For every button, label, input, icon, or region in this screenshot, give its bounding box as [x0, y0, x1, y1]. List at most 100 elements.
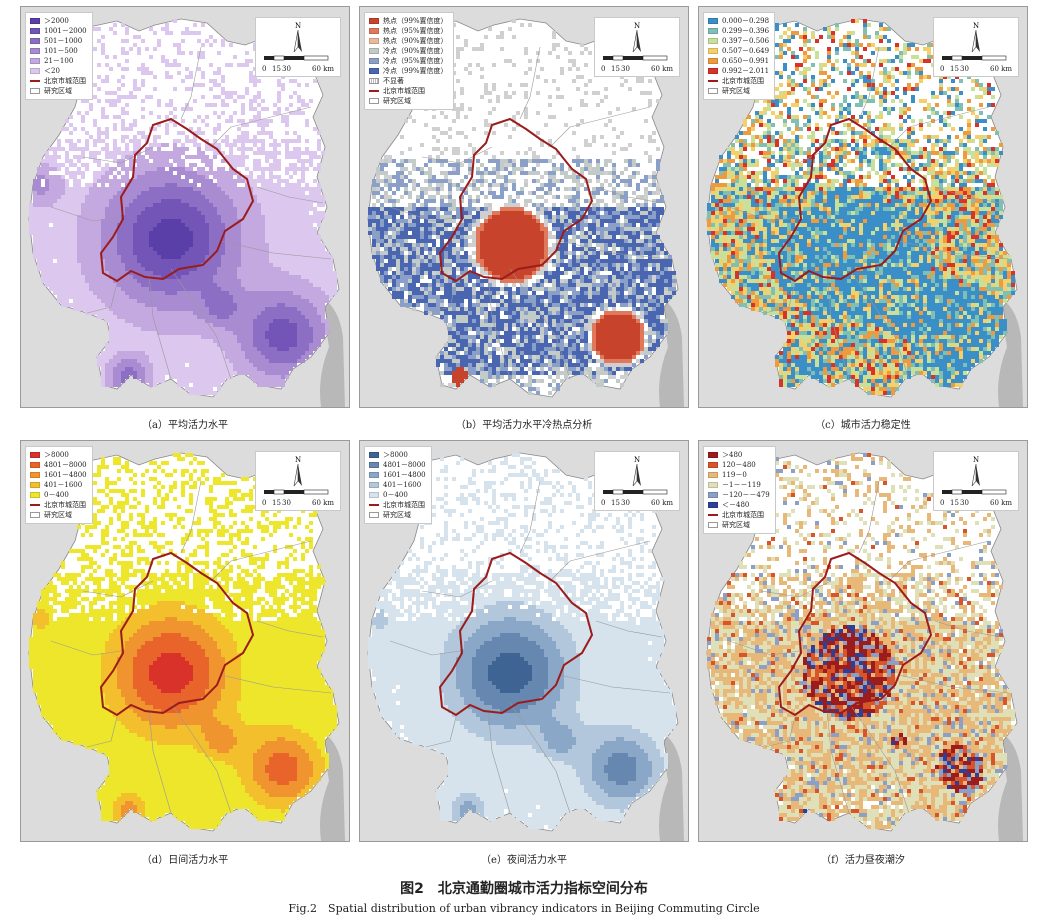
grid-cells — [29, 19, 337, 395]
legend-entry: 北京市城范围 — [369, 500, 426, 510]
scale-tick-label: 60 km — [651, 65, 673, 73]
legend-label: 北京市城范围 — [44, 76, 86, 86]
legend-swatch — [708, 48, 718, 54]
scale-north-f: N 0 15 30 60 km — [933, 451, 1019, 511]
legend-label: ＞8000 — [383, 450, 408, 460]
legend-entry: ＞2000 — [30, 16, 87, 26]
legend-swatch — [30, 492, 40, 498]
grid-cells — [707, 453, 1015, 829]
legend-label: 401－1600 — [44, 480, 82, 490]
legend-swatch — [708, 28, 718, 34]
caption-d: （d）日间活力水平 — [20, 851, 350, 866]
legend-entry: 冷点（90%置信度） — [369, 46, 448, 56]
legend-entry: 北京市城范围 — [708, 76, 769, 86]
district-boundary — [148, 708, 172, 814]
beijing-city-boundary — [438, 117, 594, 283]
legend-area-swatch — [30, 512, 40, 518]
district-boundary — [898, 240, 1010, 260]
legend-swatch — [708, 462, 718, 468]
legend-swatch — [30, 58, 40, 64]
district-boundary — [595, 186, 663, 204]
district-boundary — [848, 702, 910, 814]
scale-tick-label: 15 — [611, 65, 620, 73]
legend-area-swatch — [369, 98, 379, 104]
legend-label: 冷点（99%置信度） — [383, 66, 448, 76]
legend-label: 4801－8000 — [44, 460, 87, 470]
scale-tick-label: 60 km — [651, 499, 673, 507]
district-boundary — [595, 620, 663, 638]
caption-a: （a）平均活力水平 — [20, 416, 350, 431]
scale-tick-label: 60 km — [990, 65, 1012, 73]
scale-north-d: N 0 15 30 60 km — [255, 451, 341, 511]
scale-tick-label: 15 — [950, 65, 959, 73]
legend-label: 0.397－0.506 — [722, 36, 769, 46]
district-boundary — [256, 620, 324, 638]
legend-entry: 0.000－0.298 — [708, 16, 769, 26]
grid-cells — [368, 19, 676, 395]
scale-tick-label: 0 — [601, 65, 605, 73]
legend-area-swatch — [30, 88, 40, 94]
legend-entry: 北京市城范围 — [30, 76, 87, 86]
beijing-city-boundary — [777, 117, 933, 283]
legend-swatch — [30, 28, 40, 34]
legend-entry: 热点（90%置信度） — [369, 36, 448, 46]
scale-tick-label: 60 km — [312, 65, 334, 73]
legend-entry: 0.299－0.396 — [708, 26, 769, 36]
scale-north-a: N 0 15 30 60 km — [255, 17, 341, 77]
legend-entry: 1601－4800 — [369, 470, 426, 480]
north-label: N — [295, 22, 301, 30]
legend-label: 501－1000 — [44, 36, 82, 46]
district-boundary — [858, 46, 880, 120]
district-boundary — [220, 240, 332, 260]
district-boundary — [559, 674, 671, 694]
legend-label: 1601－4800 — [383, 470, 426, 480]
legend-entry: 0.650－0.991 — [708, 56, 769, 66]
district-boundary — [509, 702, 571, 814]
legend-entry: 冷点（99%置信度） — [369, 66, 448, 76]
map-panel-b: 热点（99%置信度） 热点（95%置信度） 热点（90%置信度） 冷点（90%置信度）… — [359, 6, 689, 408]
scale-tick-label: 0 — [940, 499, 944, 507]
district-boundary — [256, 186, 324, 204]
district-boundary — [50, 640, 122, 656]
legend-entry: ＜－480 — [708, 500, 770, 510]
legend-area-swatch — [369, 512, 379, 518]
legend-entry: 21－100 — [30, 56, 87, 66]
legend-swatch — [708, 502, 718, 508]
district-boundary — [559, 240, 671, 260]
district-boundary — [519, 46, 541, 120]
district-boundary — [888, 106, 990, 148]
legend-swatch — [708, 482, 718, 488]
scale-tick-label: 30 — [282, 65, 291, 73]
legend-hatch-swatch — [369, 78, 379, 84]
scale-tick-label: 15 — [950, 499, 959, 507]
legend-entry: ＜20 — [30, 66, 87, 76]
legend-entry: 4801－8000 — [369, 460, 426, 470]
legend-entry: －1－－119 — [708, 480, 770, 490]
district-boundary — [549, 540, 651, 582]
legend-label: －120－－479 — [722, 490, 770, 500]
district-boundary — [728, 640, 800, 656]
legend-entry: 0.507－0.649 — [708, 46, 769, 56]
map-a — [28, 18, 345, 407]
scale-tick-label: 30 — [621, 499, 630, 507]
scale-tick-label: 0 — [601, 499, 605, 507]
legend-label: 1001－2000 — [44, 26, 87, 36]
legend-entry: 0－400 — [369, 490, 426, 500]
district-boundary — [888, 540, 990, 582]
legend-label: 120－480 — [722, 460, 756, 470]
legend-swatch — [708, 18, 718, 24]
map-f — [706, 452, 1023, 841]
legend-label: ＞480 — [722, 450, 742, 460]
legend-entry: ＞8000 — [30, 450, 87, 460]
figure-subtitle: Fig.2 Spatial distribution of urban vibr… — [0, 900, 1048, 916]
legend-label: 热点（90%置信度） — [383, 36, 448, 46]
legend-label: 热点（99%置信度） — [383, 16, 448, 26]
legend-f: ＞480 120－480 119－0 －1－－119 －120－－479 ＜－480 北京市… — [703, 446, 776, 534]
map-panel-d: ＞8000 4801－8000 1601－4800 401－1600 0－400 北京市城… — [20, 440, 350, 842]
legend-swatch — [30, 48, 40, 54]
legend-swatch — [369, 452, 379, 458]
legend-label: 研究区域 — [383, 510, 411, 520]
legend-entry: 研究区域 — [30, 510, 87, 520]
scale-tick-label: 0 — [262, 499, 266, 507]
district-boundary — [764, 716, 796, 748]
